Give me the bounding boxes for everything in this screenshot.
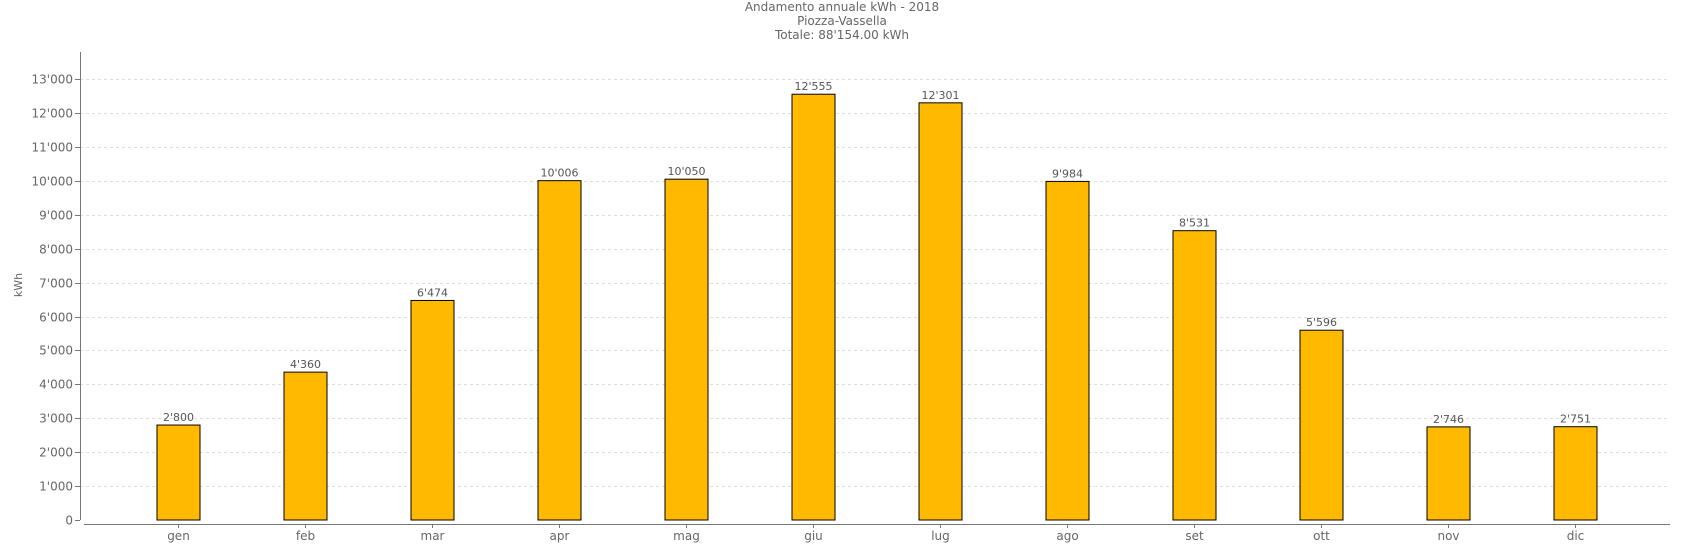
- y-tick-label: 3'000: [39, 412, 73, 426]
- y-tick-label: 0: [65, 514, 73, 528]
- y-tick-label: 6'000: [39, 311, 73, 325]
- x-tick-label-mag: mag: [673, 529, 700, 543]
- y-tick-label: 1'000: [39, 480, 73, 494]
- x-tick-label-apr: apr: [550, 529, 570, 543]
- gridlines: [80, 79, 1670, 487]
- y-axis-title: kWh: [12, 273, 25, 297]
- x-tick-label-feb: feb: [296, 529, 315, 543]
- data-label-ott: 5'596: [1306, 316, 1337, 329]
- y-tick-label: 11'000: [32, 141, 73, 155]
- bar-ago: [1045, 180, 1090, 521]
- y-tick-label: 5'000: [39, 344, 73, 358]
- bar-feb: [283, 371, 328, 521]
- data-label-feb: 4'360: [290, 358, 321, 371]
- bar-apr: [537, 180, 582, 521]
- y-tick-label: 4'000: [39, 378, 73, 392]
- bar-mar: [410, 299, 455, 521]
- y-tick-label: 8'000: [39, 243, 73, 257]
- x-tick-label-giu: giu: [804, 529, 823, 543]
- y-tick-label: 10'000: [32, 175, 73, 189]
- y-tick-label: 13'000: [32, 73, 73, 87]
- data-label-dic: 2'751: [1560, 413, 1591, 426]
- data-label-mar: 6'474: [417, 286, 448, 299]
- y-tick-label: 2'000: [39, 446, 73, 460]
- data-label-gen: 2'800: [163, 411, 194, 424]
- data-label-nov: 2'746: [1433, 413, 1464, 426]
- x-tick-label-gen: gen: [167, 529, 190, 543]
- bar-nov: [1426, 426, 1471, 521]
- data-label-mag: 10'050: [667, 165, 705, 178]
- bar-dic: [1553, 426, 1598, 521]
- x-tick-label-nov: nov: [1437, 529, 1459, 543]
- bar-giu: [791, 93, 836, 521]
- data-label-ago: 9'984: [1052, 167, 1083, 180]
- bar-ott: [1299, 329, 1344, 521]
- bar-set: [1172, 230, 1217, 521]
- data-label-set: 8'531: [1179, 217, 1210, 230]
- y-tick-label: 7'000: [39, 277, 73, 291]
- axes: 0 1'000 2'000 3'000 4'000 5'000 6'000 7'000 8'00…: [32, 52, 1670, 543]
- bar-lug: [918, 102, 963, 521]
- chart-subtitle: Piozza-Vassella: [797, 14, 887, 28]
- y-tick-label: 9'000: [39, 209, 73, 223]
- chart-title: Andamento annuale kWh - 2018: [745, 0, 939, 14]
- chart-total: Totale: 88'154.00 kWh: [774, 28, 909, 42]
- x-tick-label-dic: dic: [1567, 529, 1585, 543]
- x-tick-label-ago: ago: [1056, 529, 1078, 543]
- y-tick-label: 12'000: [32, 107, 73, 121]
- x-tick-label-set: set: [1185, 529, 1204, 543]
- data-label-giu: 12'555: [794, 80, 832, 93]
- bar-mag: [664, 178, 709, 521]
- x-tick-label-ott: ott: [1313, 529, 1330, 543]
- data-label-apr: 10'006: [540, 167, 578, 180]
- bar-gen: [156, 424, 201, 521]
- x-tick-label-mar: mar: [421, 529, 445, 543]
- data-label-lug: 12'301: [921, 89, 959, 102]
- x-tick-label-lug: lug: [931, 529, 950, 543]
- data-labels: 2'800 4'360 6'474 10'006 10'050 12'555 12'301 9…: [163, 80, 1591, 426]
- bars: [156, 93, 1598, 521]
